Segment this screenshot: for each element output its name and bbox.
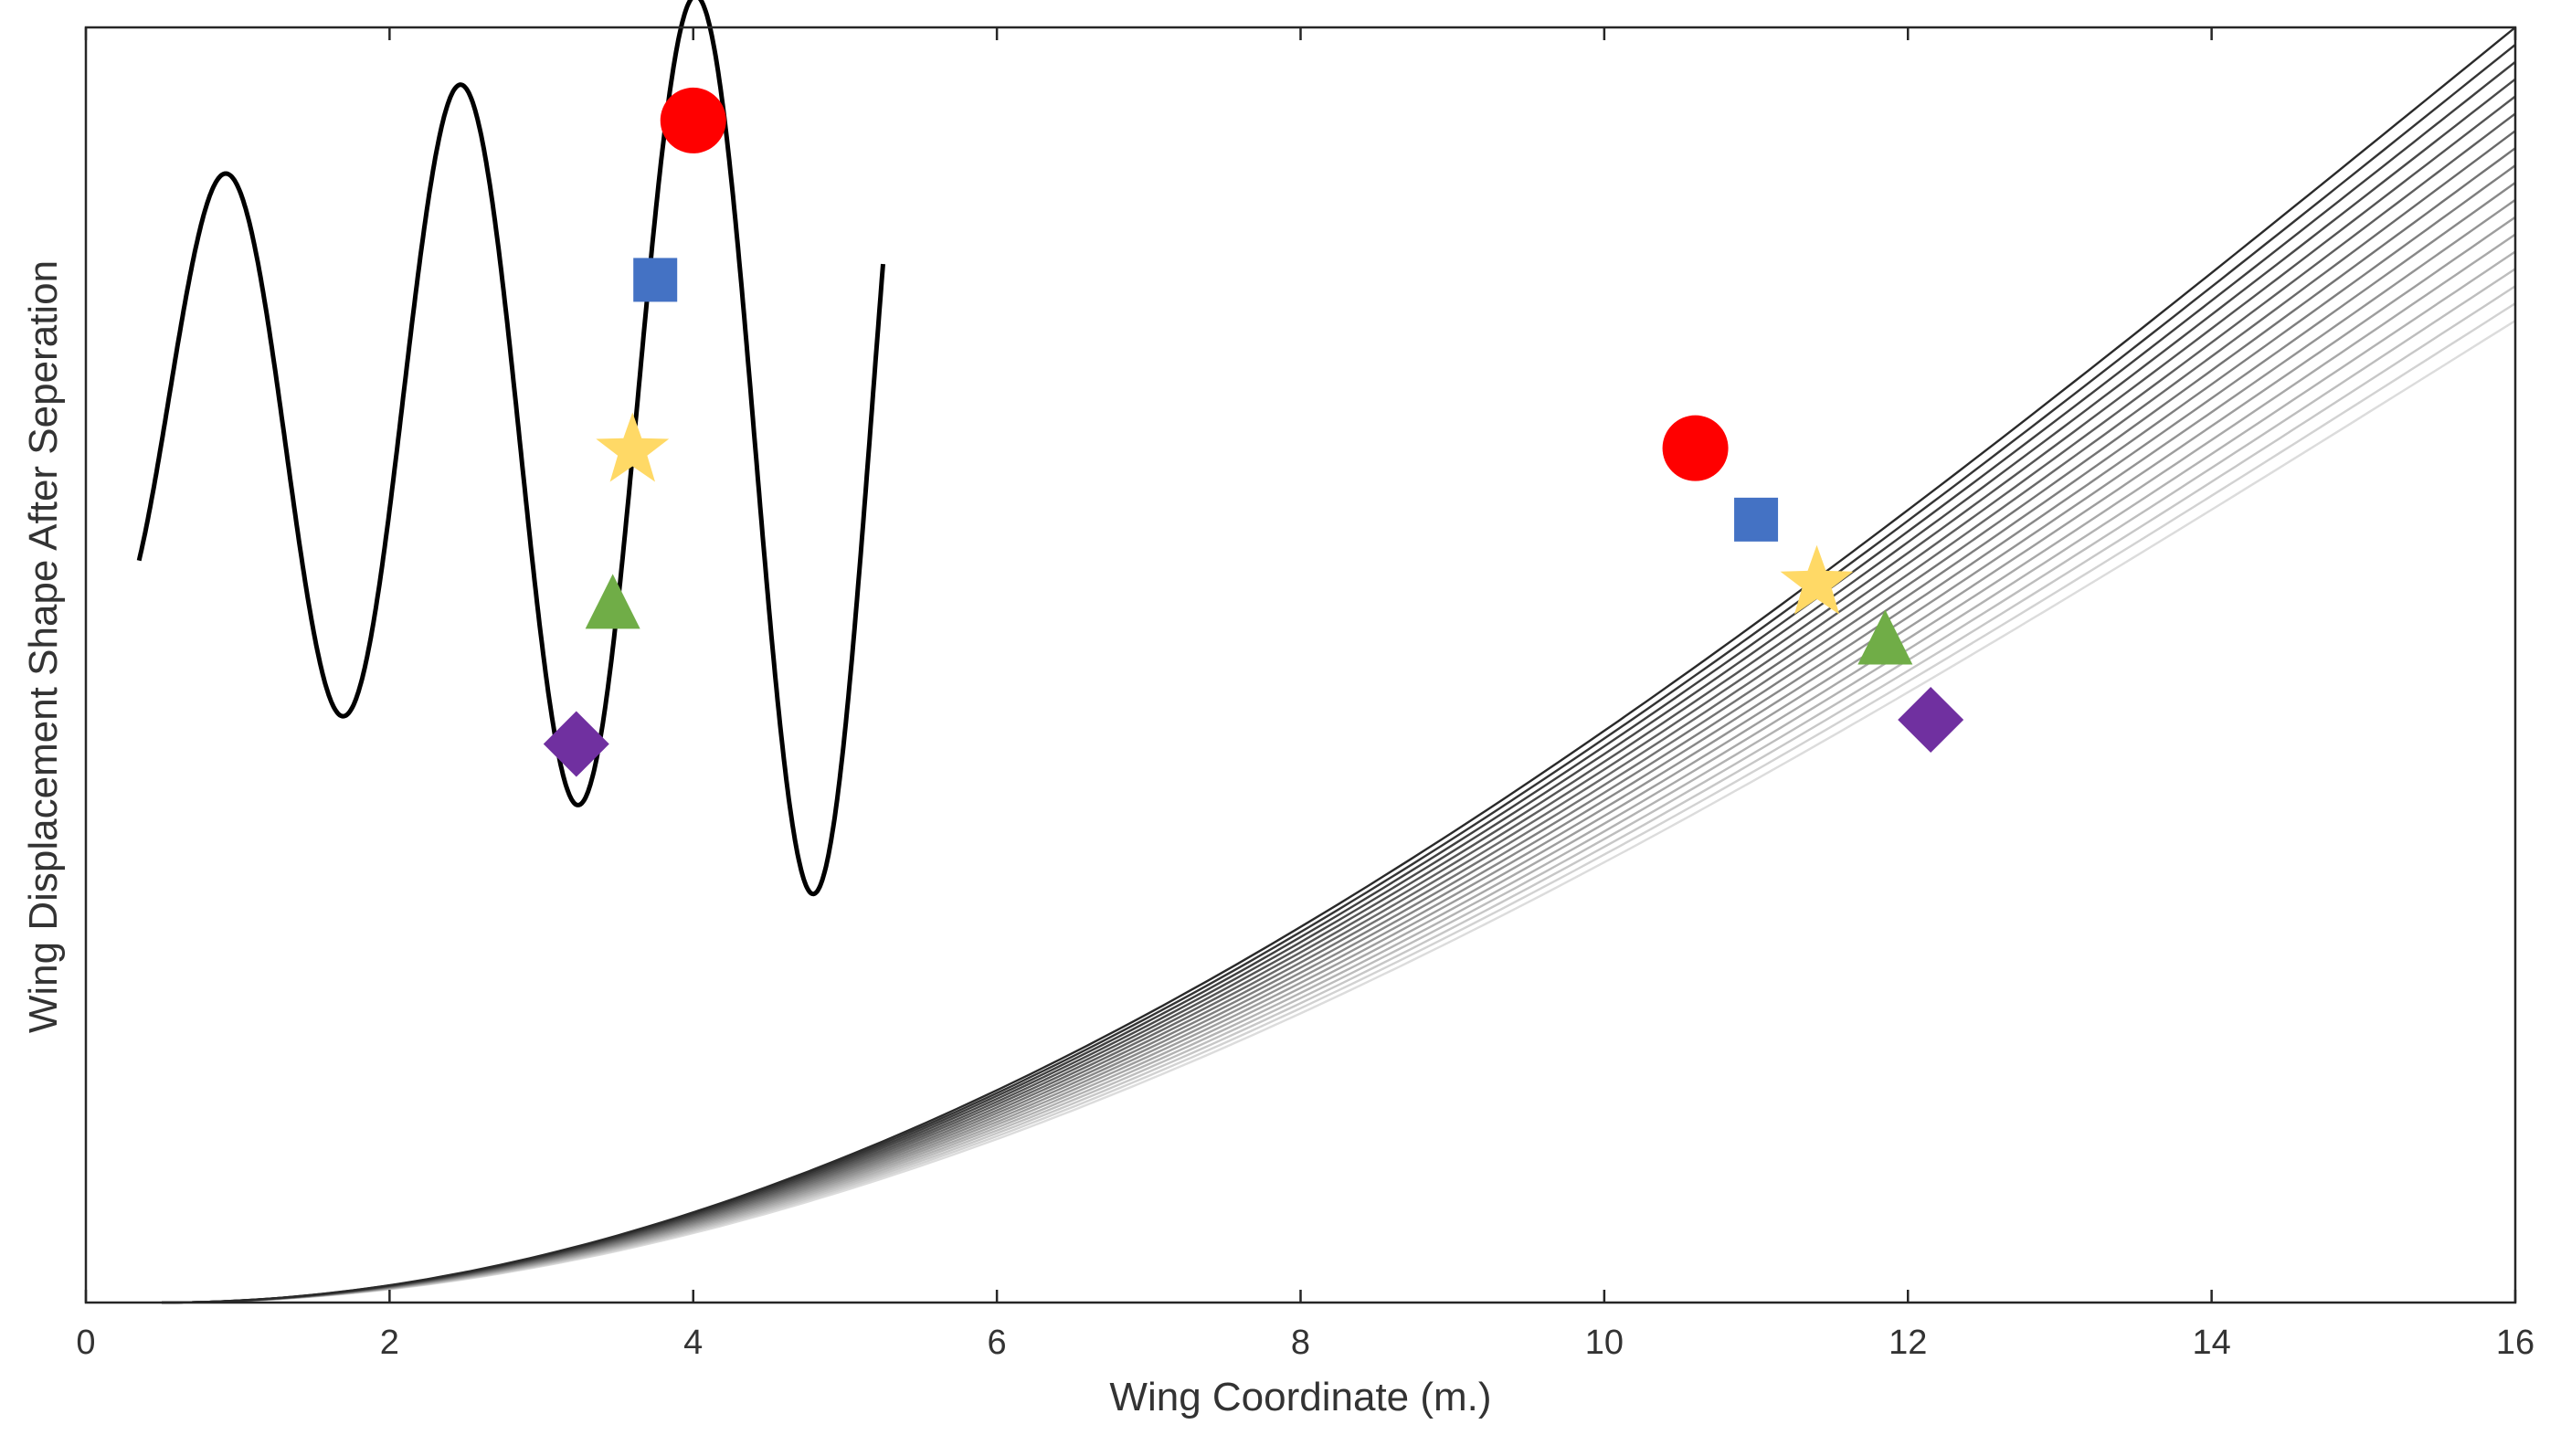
plot-frame (84, 26, 2517, 1304)
inset-circle-marker (660, 87, 726, 153)
displacement-curves (162, 26, 2516, 1304)
displacement-curve (162, 268, 2516, 1304)
displacement-curve (162, 182, 2516, 1304)
x-tick-label: 12 (1889, 1324, 1927, 1362)
displacement-curve (162, 95, 2516, 1304)
markers (543, 87, 1964, 777)
x-axis-ticks: 0 2 4 6 8 10 12 14 16 (76, 27, 2534, 1362)
displacement-curve (162, 320, 2516, 1304)
displacement-curve (162, 43, 2516, 1304)
x-tick-label: 2 (380, 1324, 399, 1362)
inset-diamond-marker (543, 711, 609, 777)
displacement-curve (162, 285, 2516, 1304)
x-tick-label: 16 (2496, 1324, 2534, 1362)
inset-square-marker (633, 258, 678, 302)
inset-triangle-marker (585, 574, 640, 629)
x-tick-label: 6 (988, 1324, 1007, 1362)
displacement-curve (162, 78, 2516, 1304)
inset-oscillation-curve (136, 0, 885, 897)
inset-oscillation (136, 0, 885, 897)
displacement-curve (162, 147, 2516, 1304)
x-tick-label: 4 (683, 1324, 703, 1362)
y-axis-label: Wing Displacement Shape After Seperation (21, 260, 66, 1033)
inset-star-marker (596, 412, 670, 482)
family-triangle-marker (1857, 609, 1913, 665)
displacement-curve (162, 112, 2516, 1304)
displacement-curve (162, 302, 2516, 1304)
displacement-curve (162, 130, 2516, 1304)
family-circle-marker (1662, 415, 1729, 481)
x-tick-label: 10 (1585, 1324, 1624, 1362)
x-axis-label: Wing Coordinate (m.) (1109, 1375, 1491, 1419)
x-tick-label: 0 (76, 1324, 95, 1362)
displacement-curve (162, 164, 2516, 1304)
x-tick-label: 8 (1291, 1324, 1310, 1362)
family-square-marker (1734, 497, 1779, 542)
x-tick-label: 14 (2192, 1324, 2230, 1362)
displacement-curve (162, 60, 2516, 1304)
family-diamond-marker (1898, 687, 1964, 754)
displacement-curve (162, 26, 2516, 1304)
family-star-marker (1780, 544, 1854, 615)
